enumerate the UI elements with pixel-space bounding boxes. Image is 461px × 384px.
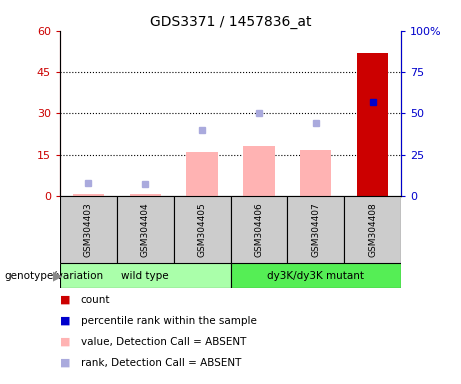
Bar — [344, 196, 401, 263]
Text: rank, Detection Call = ABSENT: rank, Detection Call = ABSENT — [81, 358, 241, 368]
Bar — [130, 194, 161, 196]
Bar — [357, 53, 388, 196]
Text: GSM304405: GSM304405 — [198, 202, 207, 257]
Text: ■: ■ — [60, 337, 71, 347]
Text: ■: ■ — [60, 295, 71, 305]
Bar — [117, 196, 174, 263]
Text: ■: ■ — [60, 358, 71, 368]
Bar — [300, 151, 331, 196]
Bar — [186, 152, 218, 196]
Bar — [287, 196, 344, 263]
Bar — [60, 263, 230, 288]
Bar — [230, 263, 401, 288]
Text: count: count — [81, 295, 110, 305]
Bar — [73, 194, 104, 196]
Text: ■: ■ — [60, 316, 71, 326]
Bar — [174, 196, 230, 263]
Text: GSM304404: GSM304404 — [141, 202, 150, 257]
Bar — [230, 196, 287, 263]
Text: value, Detection Call = ABSENT: value, Detection Call = ABSENT — [81, 337, 246, 347]
Text: percentile rank within the sample: percentile rank within the sample — [81, 316, 257, 326]
Text: dy3K/dy3K mutant: dy3K/dy3K mutant — [267, 270, 364, 281]
Text: ▶: ▶ — [53, 269, 63, 282]
Text: GDS3371 / 1457836_at: GDS3371 / 1457836_at — [150, 15, 311, 29]
Bar — [243, 146, 275, 196]
Bar — [60, 196, 117, 263]
Text: GSM304407: GSM304407 — [311, 202, 320, 257]
Text: wild type: wild type — [121, 270, 169, 281]
Text: GSM304408: GSM304408 — [368, 202, 377, 257]
Text: genotype/variation: genotype/variation — [5, 270, 104, 281]
Text: GSM304403: GSM304403 — [84, 202, 93, 257]
Text: GSM304406: GSM304406 — [254, 202, 263, 257]
